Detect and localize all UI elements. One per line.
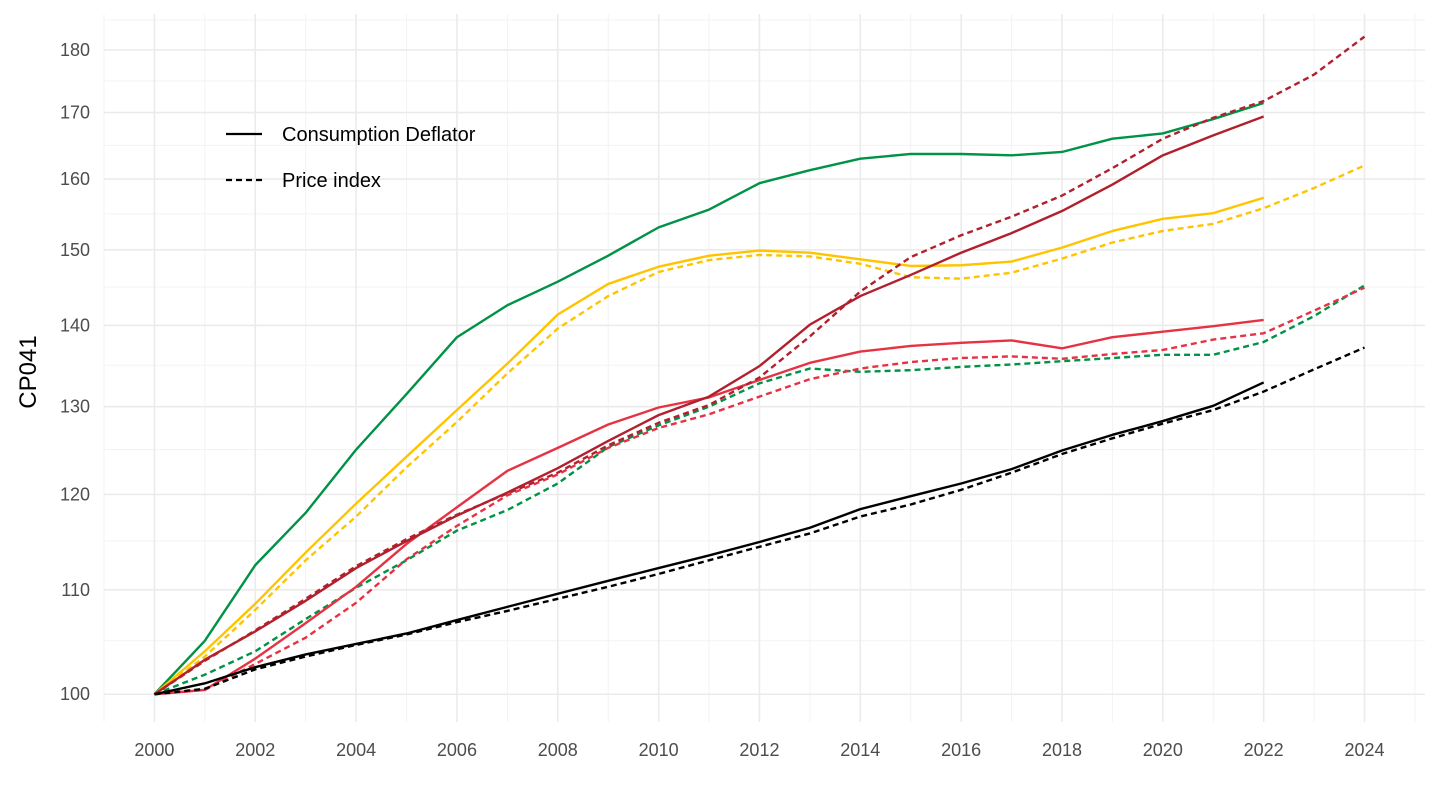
x-tick-label: 2004 (336, 740, 376, 760)
series-line-black-solid (154, 381, 1265, 696)
x-tick-label: 2006 (437, 740, 477, 760)
x-tick-label: 2000 (134, 740, 174, 760)
x-tick-label: 2008 (538, 740, 578, 760)
x-tick-label: 2010 (639, 740, 679, 760)
minor-gridlines (103, 14, 1425, 722)
series-line-yellow-dashed (153, 164, 1365, 696)
y-tick-label: 150 (60, 240, 90, 260)
y-tick-label: 130 (60, 397, 90, 417)
y-axis-title: CP041 (15, 335, 42, 408)
series-line-green-solid (153, 101, 1265, 696)
legend-label-consumption-deflator: Consumption Deflator (282, 124, 476, 146)
x-tick-label: 2002 (235, 740, 275, 760)
y-tick-label: 170 (60, 103, 90, 123)
series-line-green-dashed (153, 284, 1366, 696)
y-tick-label: 140 (60, 315, 90, 335)
x-tick-label: 2020 (1143, 740, 1183, 760)
y-tick-label: 120 (60, 484, 90, 504)
y-tick-label: 100 (60, 684, 90, 704)
x-tick-label: 2022 (1244, 740, 1284, 760)
x-tick-label: 2024 (1344, 740, 1384, 760)
x-tick-label: 2014 (840, 740, 880, 760)
x-axis-tick-labels: 2000 2002 2004 2006 2008 2010 2012 2014 2016 2018… (134, 740, 1384, 760)
y-tick-label: 160 (60, 169, 90, 189)
series-line-darkred-dashed (153, 35, 1366, 696)
y-tick-label: 110 (61, 580, 90, 600)
major-gridlines (104, 14, 1425, 722)
y-axis-tick-labels: 100 110 120 130 140 150 160 170 180 (60, 40, 90, 704)
series-line-black-dashed (154, 346, 1365, 696)
x-tick-label: 2012 (739, 740, 779, 760)
x-tick-label: 2016 (941, 740, 981, 760)
series-lines (153, 35, 1366, 696)
legend-label-price-index: Price index (282, 170, 381, 192)
y-tick-label: 180 (60, 40, 90, 60)
series-line-red-dashed (154, 286, 1365, 696)
x-tick-label: 2018 (1042, 740, 1082, 760)
legend: Consumption Deflator Price index (226, 124, 476, 192)
series-line-darkred-solid (153, 115, 1265, 696)
series-line-yellow-solid (153, 196, 1265, 696)
